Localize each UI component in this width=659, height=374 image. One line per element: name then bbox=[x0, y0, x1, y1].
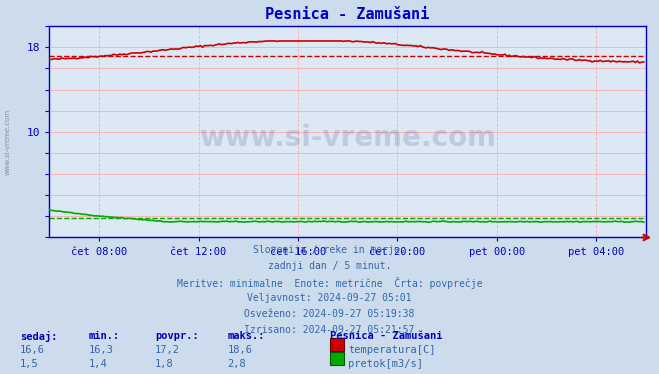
Text: Meritve: minimalne  Enote: metrične  Črta: povprečje: Meritve: minimalne Enote: metrične Črta:… bbox=[177, 277, 482, 289]
Text: min.:: min.: bbox=[89, 331, 120, 341]
Text: 18,6: 18,6 bbox=[227, 345, 252, 355]
Text: Pesnica - Zamušani: Pesnica - Zamušani bbox=[330, 331, 442, 341]
Text: Slovenija / reke in morje.: Slovenija / reke in morje. bbox=[253, 245, 406, 255]
Text: Izrisano: 2024-09-27 05:21:57: Izrisano: 2024-09-27 05:21:57 bbox=[244, 325, 415, 335]
Text: 16,6: 16,6 bbox=[20, 345, 45, 355]
Text: 2,8: 2,8 bbox=[227, 359, 246, 370]
Text: 1,5: 1,5 bbox=[20, 359, 38, 370]
Text: pretok[m3/s]: pretok[m3/s] bbox=[348, 359, 423, 370]
Text: 17,2: 17,2 bbox=[155, 345, 180, 355]
Text: 1,4: 1,4 bbox=[89, 359, 107, 370]
Text: 16,3: 16,3 bbox=[89, 345, 114, 355]
Text: zadnji dan / 5 minut.: zadnji dan / 5 minut. bbox=[268, 261, 391, 271]
Text: temperatura[C]: temperatura[C] bbox=[348, 345, 436, 355]
Text: Osveženo: 2024-09-27 05:19:38: Osveženo: 2024-09-27 05:19:38 bbox=[244, 309, 415, 319]
Text: www.si-vreme.com: www.si-vreme.com bbox=[199, 124, 496, 152]
Text: maks.:: maks.: bbox=[227, 331, 265, 341]
Text: sedaj:: sedaj: bbox=[20, 331, 57, 342]
Text: Veljavnost: 2024-09-27 05:01: Veljavnost: 2024-09-27 05:01 bbox=[247, 293, 412, 303]
Title: Pesnica - Zamušani: Pesnica - Zamušani bbox=[266, 7, 430, 22]
Text: 1,8: 1,8 bbox=[155, 359, 173, 370]
Text: povpr.:: povpr.: bbox=[155, 331, 198, 341]
Text: www.si-vreme.com: www.si-vreme.com bbox=[5, 109, 11, 175]
